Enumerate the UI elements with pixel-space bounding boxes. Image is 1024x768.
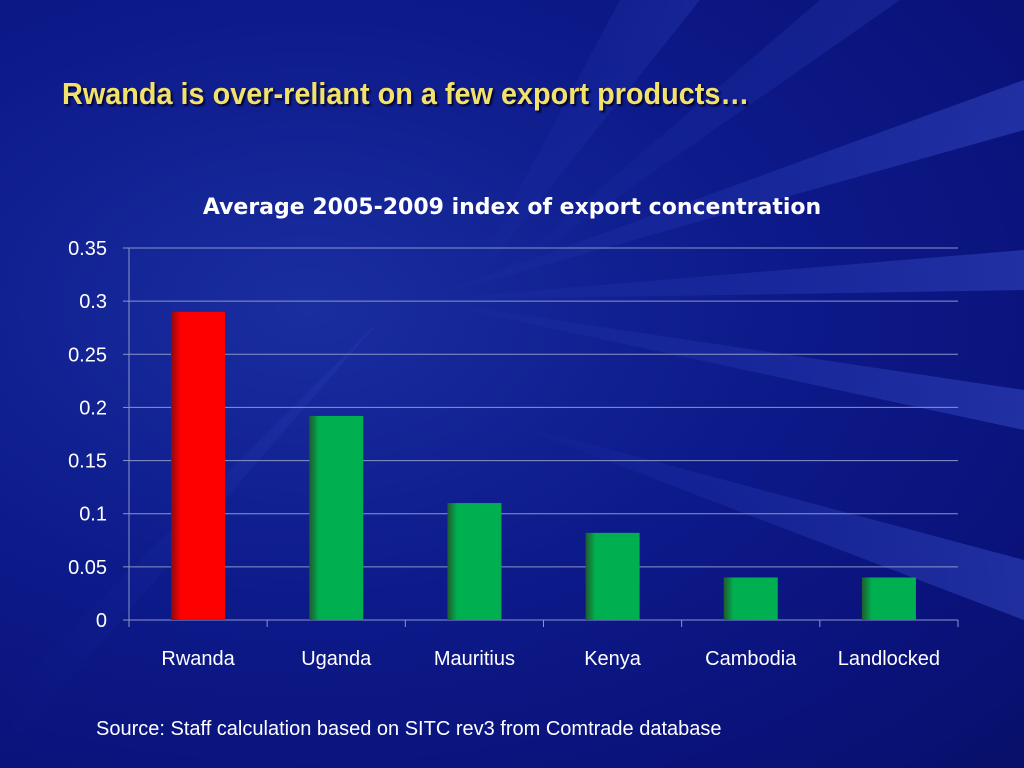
x-tick-label: Kenya	[584, 648, 642, 670]
bar-rwanda	[171, 311, 226, 620]
bar-kenya	[585, 532, 640, 620]
bar-mauritius	[447, 503, 502, 620]
source-note: Source: Staff calculation based on SITC …	[96, 718, 722, 740]
bar-cambodia	[723, 577, 778, 620]
bar-landlocked	[861, 577, 916, 620]
bar-uganda	[309, 415, 364, 620]
y-tick-label: 0.15	[68, 451, 107, 473]
bars	[171, 311, 916, 620]
x-tick-label: Mauritius	[434, 648, 515, 670]
tick-labels: 0 0.05 0.1 0.15 0.2 0.25 0.3 0.35 Rwanda Uganda Ma…	[68, 238, 940, 670]
y-tick-label: 0.2	[79, 397, 107, 419]
y-tick-label: 0.3	[79, 291, 107, 313]
chart-title: Average 2005-2009 index of export concen…	[202, 195, 822, 220]
axes	[123, 247, 959, 627]
y-tick-label: 0.25	[68, 344, 107, 366]
x-tick-label: Cambodia	[705, 648, 797, 670]
x-tick-label: Rwanda	[161, 648, 235, 670]
gridlines	[129, 247, 958, 568]
y-tick-label: 0.35	[68, 238, 107, 260]
x-tick-label: Uganda	[301, 648, 372, 670]
x-tick-label: Landlocked	[838, 648, 940, 670]
y-tick-label: 0.1	[79, 504, 107, 526]
slide-title: Rwanda is over-reliant on a few export p…	[62, 76, 750, 111]
y-tick-label: 0.05	[68, 557, 107, 579]
y-tick-label: 0	[96, 610, 107, 632]
